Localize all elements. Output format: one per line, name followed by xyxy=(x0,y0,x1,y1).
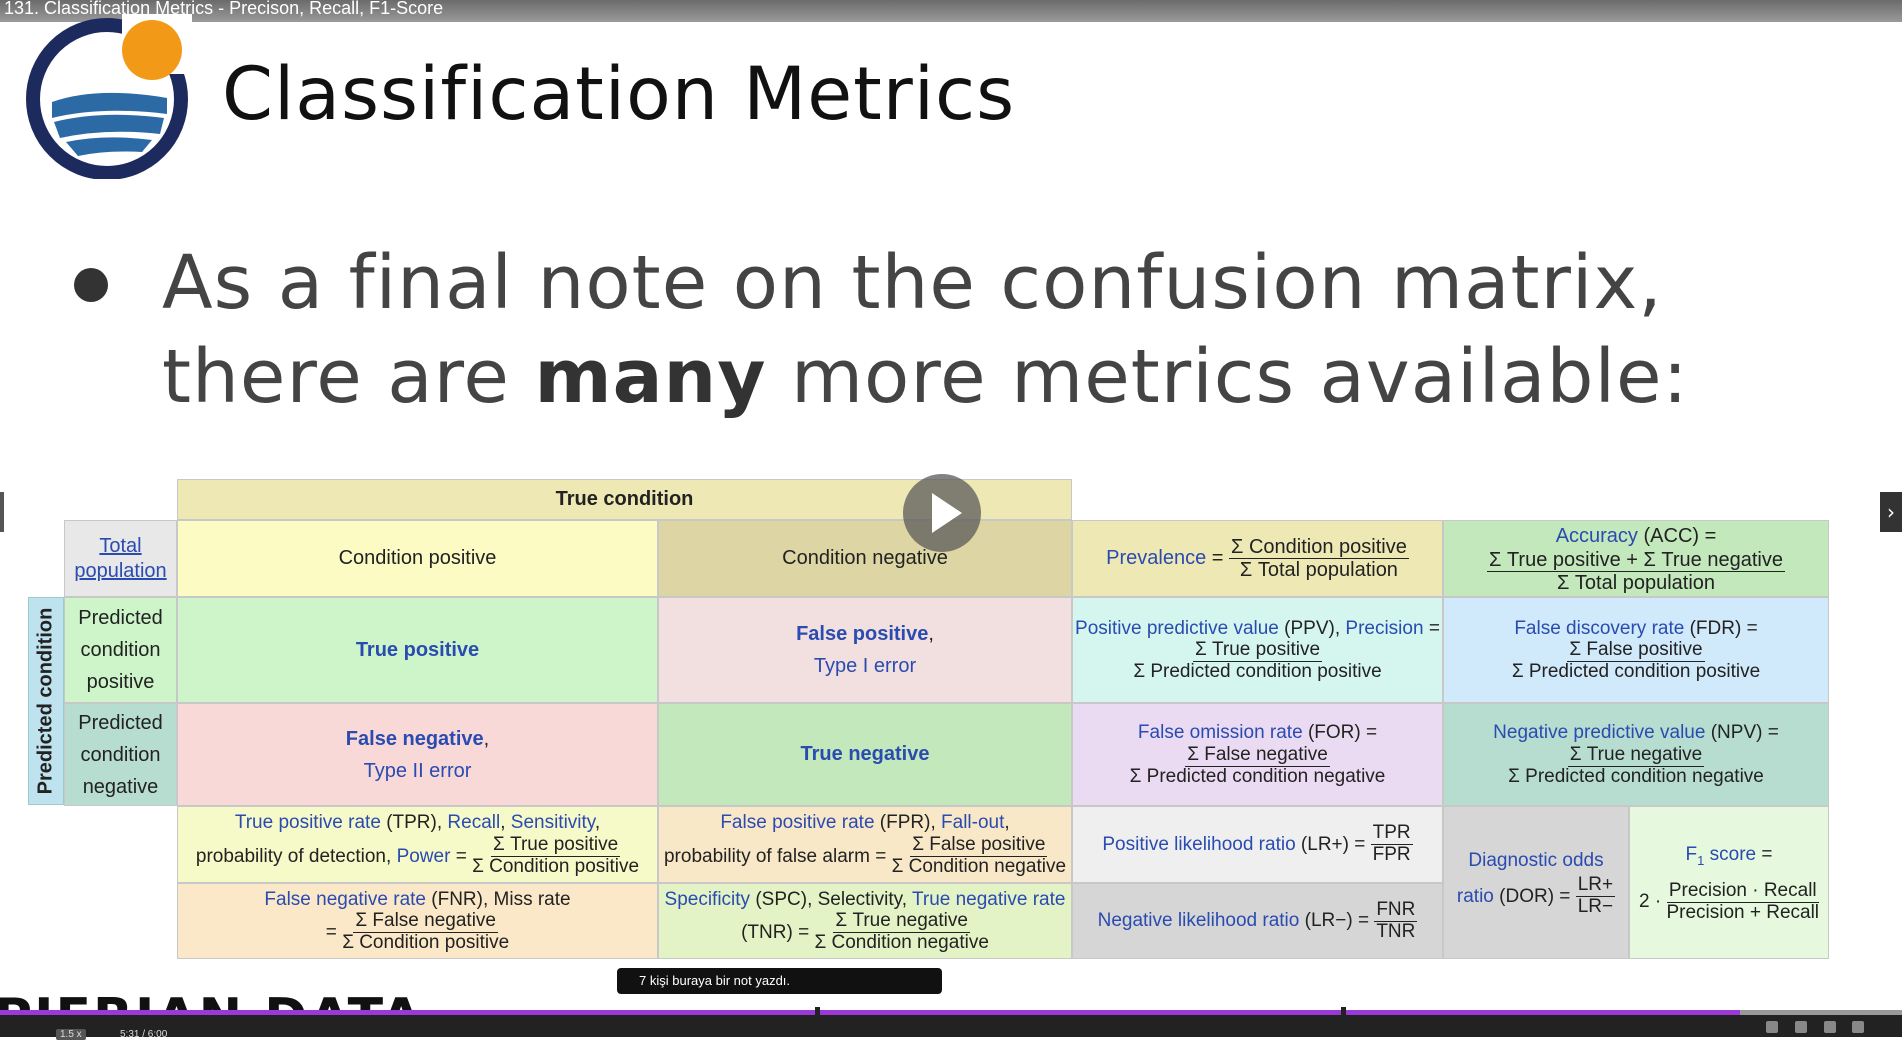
lr-negative-fraction: FNR TNR xyxy=(1374,898,1418,942)
false-positive-link[interactable]: False positive xyxy=(796,623,929,645)
for-link[interactable]: False omission rate xyxy=(1137,722,1303,744)
bullet-line1: As a final note on the confusion matrix, xyxy=(162,240,1663,326)
f1-cell: F1 score = 2 · Precision · Recall Precisi… xyxy=(1629,806,1829,959)
sensitivity-link[interactable]: Sensitivity xyxy=(510,812,595,834)
predicted-positive-cell: Predicted condition positive xyxy=(64,597,177,703)
true-negative-link[interactable]: True negative xyxy=(800,743,930,765)
chapter-marker[interactable] xyxy=(1341,1007,1346,1017)
prev-edge-marker[interactable] xyxy=(0,492,4,532)
condition-positive-cell: Condition positive xyxy=(177,520,658,597)
video-controls: 1.5 x 5:31 / 6:00 xyxy=(0,1015,1902,1040)
lr-negative-link[interactable]: Negative likelihood ratio xyxy=(1097,910,1300,932)
true-positive-link[interactable]: True positive xyxy=(355,638,480,661)
specificity-cell: Specificity (SPC), Selectivity, True neg… xyxy=(658,883,1072,959)
notes-tooltip[interactable]: 7 kişi buraya bir not yazdı. xyxy=(617,968,942,994)
volume-icon[interactable] xyxy=(1766,1021,1778,1033)
accuracy-fraction: Σ True positive + Σ True negative Σ Total… xyxy=(1487,548,1785,594)
chapter-marker[interactable] xyxy=(815,1007,820,1017)
fdr-link[interactable]: False discovery rate xyxy=(1514,617,1685,639)
f1-fraction: Precision · Recall Precision + Recall xyxy=(1666,879,1820,923)
tpr-link[interactable]: True positive rate xyxy=(234,812,381,834)
power-link[interactable]: Power xyxy=(396,845,451,867)
slide-title: Classification Metrics xyxy=(222,52,1016,137)
specificity-link[interactable]: Specificity xyxy=(664,888,751,910)
video-title: 131. Classification Metrics - Precison, … xyxy=(4,0,444,18)
fnr-link[interactable]: False negative rate xyxy=(264,888,426,910)
false-positive-cell: False positive, Type I error xyxy=(658,597,1072,703)
prevalence-link[interactable]: Prevalence xyxy=(1106,547,1207,569)
bullet-text: As a final note on the confusion matrix,… xyxy=(162,236,1689,424)
true-positive-cell: True positive xyxy=(177,597,658,703)
bullet-line2-end: more metrics available: xyxy=(766,334,1689,420)
npv-fraction: Σ True negative Σ Predicted condition neg… xyxy=(1508,743,1764,787)
accuracy-cell: Accuracy (ACC) = Σ True positive + Σ Tru… xyxy=(1443,520,1829,597)
dor-link-2[interactable]: ratio xyxy=(1456,885,1494,907)
lr-positive-link[interactable]: Positive likelihood ratio xyxy=(1102,833,1296,855)
fnr-cell: False negative rate (FNR), Miss rate = Σ… xyxy=(177,883,658,959)
next-arrow-icon[interactable]: › xyxy=(1880,492,1902,532)
type1-error-link[interactable]: Type I error xyxy=(813,655,917,677)
recall-link[interactable]: Recall xyxy=(447,812,501,834)
accuracy-link[interactable]: Accuracy xyxy=(1555,524,1638,547)
prevalence-fraction: Σ Condition positive Σ Total population xyxy=(1229,536,1409,581)
precision-link[interactable]: Precision xyxy=(1345,617,1424,639)
pierian-logo xyxy=(26,14,192,179)
lr-positive-fraction: TPR FPR xyxy=(1370,822,1413,865)
fpr-fraction: Σ False positive Σ Condition negative xyxy=(891,833,1067,877)
false-negative-cell: False negative, Type II error xyxy=(177,703,658,806)
dor-cell: Diagnostic odds ratio (DOR) = LR+ LR− xyxy=(1443,806,1629,959)
tnr-link[interactable]: True negative rate xyxy=(911,888,1066,910)
predicted-condition-label: Predicted condition xyxy=(28,597,64,805)
play-button[interactable] xyxy=(903,474,981,552)
time-readout: 5:31 / 6:00 xyxy=(120,1029,168,1040)
ppv-cell: Positive predictive value (PPV), Precisi… xyxy=(1072,597,1443,703)
npv-cell: Negative predictive value (NPV) = Σ True… xyxy=(1443,703,1829,806)
tpr-cell: True positive rate (TPR), Recall, Sensit… xyxy=(177,806,658,883)
total-population-link-2[interactable]: population xyxy=(74,559,167,582)
dor-link-1[interactable]: Diagnostic odds xyxy=(1468,849,1604,871)
fdr-cell: False discovery rate (FDR) = Σ False pos… xyxy=(1443,597,1829,703)
fpr-link[interactable]: False positive rate xyxy=(720,812,875,834)
false-negative-link[interactable]: False negative xyxy=(345,727,484,750)
ppv-fraction: Σ True positive Σ Predicted condition pos… xyxy=(1133,639,1382,683)
condition-negative-cell: Condition negative xyxy=(658,520,1072,597)
bullet-dot xyxy=(74,268,108,302)
control-icons xyxy=(1752,1021,1882,1035)
fullscreen-icon[interactable] xyxy=(1852,1021,1865,1033)
bullet-line2-start: there are xyxy=(162,334,535,420)
lr-negative-cell: Negative likelihood ratio (LR−) = FNR TNR xyxy=(1072,883,1443,959)
bullet-bold-word: many xyxy=(534,334,767,420)
progress-fill xyxy=(0,1010,1740,1015)
for-fraction: Σ False negative Σ Predicted condition ne… xyxy=(1129,743,1386,787)
true-negative-cell: True negative xyxy=(658,703,1072,806)
captions-icon[interactable] xyxy=(1794,1021,1807,1033)
playback-speed-button[interactable]: 1.5 x xyxy=(56,1029,86,1040)
npv-link[interactable]: Negative predictive value xyxy=(1493,722,1706,744)
predicted-negative-cell: Predicted condition negative xyxy=(64,703,177,806)
fdr-fraction: Σ False positive Σ Predicted condition po… xyxy=(1511,639,1761,683)
dor-fraction: LR+ LR− xyxy=(1575,874,1616,918)
fallout-link[interactable]: Fall-out xyxy=(941,812,1005,834)
fpr-cell: False positive rate (FPR), Fall-out, pro… xyxy=(658,806,1072,883)
tnr-fraction: Σ True negative Σ Condition negative xyxy=(814,910,989,954)
video-topbar: 131. Classification Metrics - Precison, … xyxy=(0,0,1902,22)
total-population-link-1[interactable]: Total xyxy=(99,534,142,557)
fnr-fraction: Σ False negative Σ Condition positive xyxy=(342,910,510,954)
ppv-link[interactable]: Positive predictive value xyxy=(1075,617,1279,639)
f1-link[interactable]: F1 score xyxy=(1685,844,1757,869)
lr-positive-cell: Positive likelihood ratio (LR+) = TPR FPR xyxy=(1072,806,1443,883)
total-population-cell: Total population xyxy=(64,520,177,597)
for-cell: False omission rate (FOR) = Σ False nega… xyxy=(1072,703,1443,806)
type2-error-link[interactable]: Type II error xyxy=(363,759,472,782)
settings-icon[interactable] xyxy=(1823,1021,1836,1033)
prevalence-cell: Prevalence = Σ Condition positive Σ Total… xyxy=(1072,520,1443,597)
tpr-fraction: Σ True positive Σ Condition positive xyxy=(472,833,640,877)
